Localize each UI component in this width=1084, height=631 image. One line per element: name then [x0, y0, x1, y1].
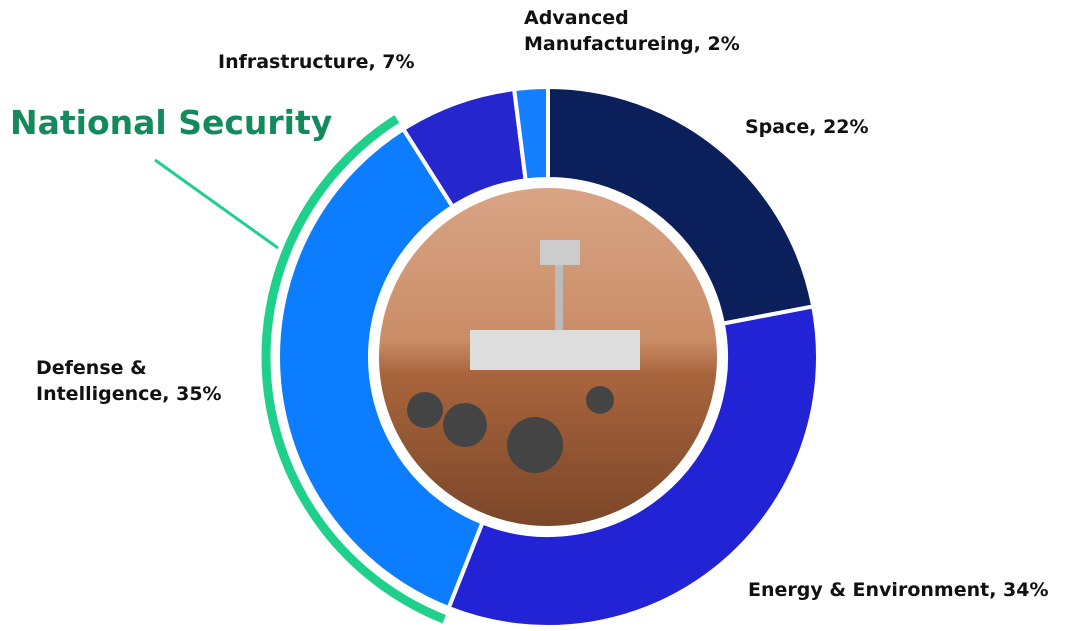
donut-segment [546, 84, 816, 326]
data-label: Advanced Manufactureing, 2% [524, 7, 740, 55]
annotation-line [154, 158, 279, 250]
annotation: National Security [10, 103, 333, 142]
donut-segment [446, 304, 820, 629]
rover-illustration [407, 240, 640, 473]
data-label: Infrastructure, 7% [218, 51, 415, 73]
data-label: Energy & Environment, 34% [748, 579, 1049, 601]
donut-segment [276, 126, 486, 611]
data-label: Space, 22% [745, 116, 869, 138]
donut-segment [511, 84, 550, 183]
data-label: Defense & Intelligence, 35% [36, 357, 222, 405]
highlight-arc [261, 115, 446, 624]
